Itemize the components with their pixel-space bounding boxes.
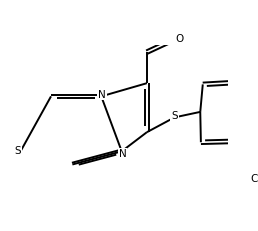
Text: S: S [15,146,21,155]
Text: N: N [98,90,106,100]
Text: S: S [171,110,178,120]
Text: Cl: Cl [251,173,258,183]
Text: N: N [119,149,126,159]
Text: O: O [175,33,183,43]
